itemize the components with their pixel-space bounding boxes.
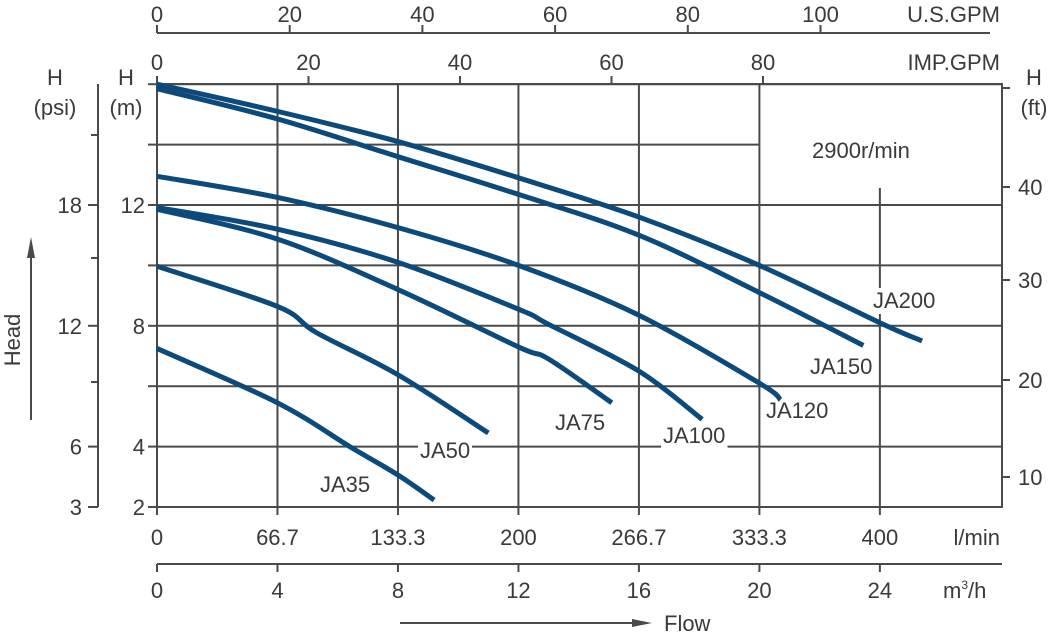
ft-axis-tick-label: 30 [1018,268,1042,293]
lmin-axis-tick-label: 400 [862,525,899,550]
m3h-axis-tick-label: 0 [151,578,163,603]
m-axis-tick-label: 4 [133,435,145,460]
m3h-unit-sup: 3 [961,578,968,592]
curve-ja200 [156,81,924,344]
m3h-unit-m: m [943,578,961,603]
ft-axis-tick-label: 40 [1018,175,1042,200]
usgpm-axis-tick-label: 40 [410,2,434,27]
m3h-unit-rest: /h [968,578,986,603]
m-unit: (m) [110,95,143,120]
impgpm-unit: IMP.GPM [907,50,1000,75]
m3h-axis-tick-label: 24 [868,578,892,603]
psi-axis-tick-label: 18 [58,193,82,218]
usgpm-axis-tick-label: 60 [543,2,567,27]
curve-labels: JA35 JA50 JA75 JA100 JA120 JA150 JA200 [318,288,938,498]
ft-unit: (ft) [1021,95,1048,120]
curve-label-ja120: JA120 [766,398,828,423]
lmin-axis-tick-label: 0 [151,525,163,550]
m3h-axis-tick-label: 8 [392,578,404,603]
flow-arrow-icon [632,619,652,627]
label-background [871,288,938,314]
impgpm-axis-tick-label: 0 [151,50,163,75]
curve-ja75 [156,206,614,405]
impgpm-axis-tick-label: 40 [448,50,472,75]
impgpm-axis-tick-label: 80 [751,50,775,75]
curve-label-ja75: JA75 [555,410,605,435]
usgpm-axis-tick-label: 0 [151,2,163,27]
curve-ja50 [156,263,490,436]
flow-label: Flow [664,611,711,632]
curves [155,81,924,503]
curve-label-ja35: JA35 [320,472,370,497]
impgpm-axis-tick-label: 20 [296,50,320,75]
m3h-axis-tick-label: 4 [271,578,283,603]
lmin-unit: l/min [954,525,1000,550]
lmin-axis-tick-label: 66.7 [256,525,299,550]
label-background [318,472,372,498]
label-background [808,354,875,380]
m-axis-tick-label: 2 [133,495,145,520]
curve-ja120 [156,173,783,402]
label-background [661,423,728,449]
lmin-axis-tick-label: 266.7 [611,525,666,550]
m-axis-tick-label: 12 [121,193,145,218]
curve-ja100 [156,204,704,422]
lmin-axis-tick-label: 133.3 [370,525,425,550]
psi-axis-tick-label: 3 [70,495,82,520]
label-background [764,398,831,424]
impgpm-axis-tick-label: 60 [599,50,623,75]
label-background [553,410,607,436]
m-unit-h: H [118,65,134,90]
curve-label-ja150: JA150 [810,354,872,379]
curve-label-ja200: JA200 [873,288,935,313]
curve-ja35 [155,346,436,503]
usgpm-axis-tick-label: 20 [277,2,301,27]
psi-axis-tick-label: 12 [58,314,82,339]
usgpm-axis-tick-label: 100 [802,2,839,27]
m-axis-tick-label: 8 [133,314,145,339]
psi-axis-tick-label: 6 [70,435,82,460]
plot-frame [156,83,1003,508]
label-background [418,438,472,464]
lmin-axis-tick-label: 200 [500,525,537,550]
speed-annotation: 2900r/min [812,138,910,163]
m3h-axis-tick-label: 12 [506,578,530,603]
usgpm-unit: U.S.GPM [907,2,1000,27]
m3h-axis-tick-label: 20 [747,578,771,603]
m3h-unit: m3/h [943,578,986,603]
psi-unit: (psi) [34,95,77,120]
curve-ja150 [156,86,865,348]
usgpm-axis-tick-label: 80 [676,2,700,27]
ft-axis-tick-label: 10 [1018,465,1042,490]
curve-label-ja100: JA100 [663,423,725,448]
ft-unit-h: H [1026,65,1042,90]
head-label: Head [0,314,25,367]
curve-label-ja50: JA50 [420,438,470,463]
lmin-axis-tick-label: 333.3 [732,525,787,550]
head-arrow-icon [27,237,35,258]
ft-axis-tick-label: 20 [1018,368,1042,393]
psi-unit-h: H [47,65,63,90]
m3h-axis-tick-label: 16 [627,578,651,603]
